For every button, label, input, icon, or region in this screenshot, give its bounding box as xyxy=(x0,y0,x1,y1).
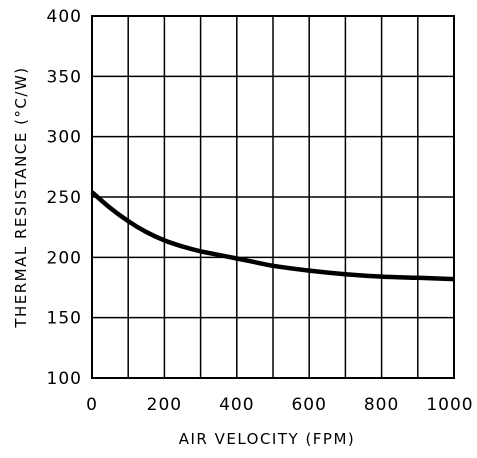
y-tick-label: 400 xyxy=(47,7,82,27)
x-tick-label: 400 xyxy=(219,395,254,415)
x-axis-ticks: 0 200 400 600 800 1000 xyxy=(86,395,473,415)
y-tick-label: 150 xyxy=(47,309,82,329)
series-line xyxy=(90,190,455,282)
y-tick-label: 100 xyxy=(47,369,82,389)
x-tick-label: 0 xyxy=(86,395,98,415)
y-tick-label: 200 xyxy=(47,248,82,268)
y-axis-label: THERMAL RESISTANCE (°C/W) xyxy=(12,66,30,328)
x-axis-label: AIR VELOCITY (FPM) xyxy=(179,430,356,448)
x-tick-label: 600 xyxy=(291,395,326,415)
y-tick-label: 350 xyxy=(47,67,82,87)
x-tick-label: 800 xyxy=(364,395,399,415)
series-layer xyxy=(90,190,455,282)
x-tick-label: 200 xyxy=(147,395,182,415)
y-tick-label: 250 xyxy=(47,188,82,208)
plot-border xyxy=(91,15,455,379)
y-tick-label: 300 xyxy=(47,128,82,148)
y-axis-ticks: 100 150 200 250 300 350 400 xyxy=(47,7,82,389)
plot-frame xyxy=(91,15,455,379)
x-tick-label: 1000 xyxy=(426,395,473,415)
grid xyxy=(92,16,454,378)
